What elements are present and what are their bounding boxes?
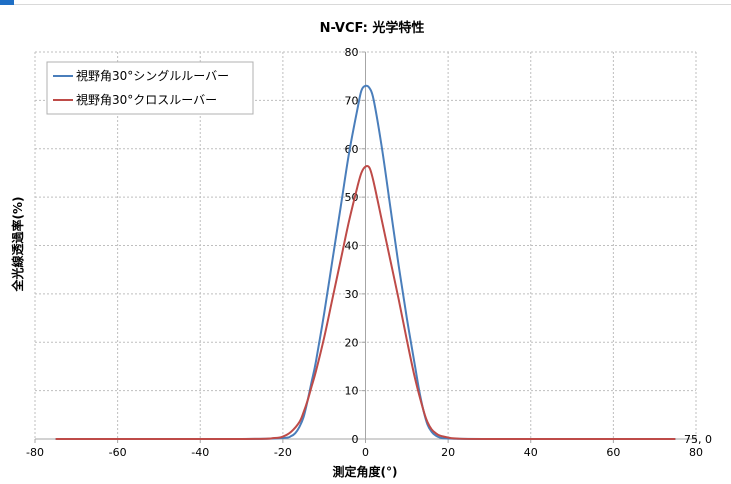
x-tick-label: -80	[26, 446, 44, 459]
legend-box	[46, 61, 254, 115]
x-axis-label: 測定角度(°)	[333, 464, 398, 479]
x-tick-label: 60	[606, 446, 620, 459]
x-tick-label: -60	[109, 446, 127, 459]
endpoint-annotation: 75, 0	[684, 433, 712, 446]
y-tick-label: 40	[345, 240, 359, 253]
x-tick-label: 40	[524, 446, 538, 459]
legend-label-cross: 視野角30°クロスルーバー	[76, 92, 217, 107]
y-tick-label: 60	[345, 143, 359, 156]
legend-label-single: 視野角30°シングルルーバー	[76, 68, 229, 83]
y-tick-label: 80	[345, 46, 359, 59]
y-axis-label: 全光線透過率(%)	[10, 197, 25, 293]
y-tick-label: 70	[345, 94, 359, 107]
y-tick-label: 0	[352, 433, 359, 446]
series-line-single-louver	[55, 84, 676, 441]
x-tick-label: 0	[362, 446, 369, 459]
x-tick-label: 20	[441, 446, 455, 459]
chart-title: N-VCF: 光学特性	[320, 20, 425, 36]
x-tick-label: 80	[689, 446, 703, 459]
y-tick-label: 10	[345, 385, 359, 398]
y-tick-label: 20	[345, 336, 359, 349]
legend: 視野角30°シングルルーバー 視野角30°クロスルーバー	[46, 61, 254, 115]
y-tick-label: 30	[345, 288, 359, 301]
x-tick-label: -20	[274, 446, 292, 459]
series-lines	[55, 84, 676, 441]
header-accent	[0, 0, 14, 5]
gridlines	[34, 51, 697, 439]
series-line-cross-louver	[55, 165, 676, 441]
x-tick-label: -40	[191, 446, 209, 459]
